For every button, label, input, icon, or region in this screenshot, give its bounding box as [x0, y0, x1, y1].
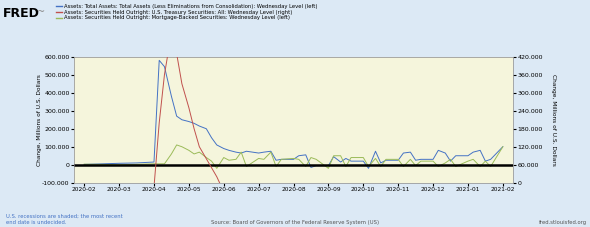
Text: Source: Board of Governors of the Federal Reserve System (US): Source: Board of Governors of the Federa… — [211, 220, 379, 225]
Text: FRED: FRED — [3, 7, 40, 20]
Text: fred.stlouisfed.org: fred.stlouisfed.org — [539, 220, 587, 225]
Text: U.S. recessions are shaded; the most recent
end date is undecided.: U.S. recessions are shaded; the most rec… — [6, 214, 123, 225]
Y-axis label: Change, Millions of U.S. Dollars: Change, Millions of U.S. Dollars — [551, 74, 556, 166]
Y-axis label: Change, Millions of U.S. Dollars: Change, Millions of U.S. Dollars — [37, 74, 42, 166]
Legend: Assets: Total Assets: Total Assets (Less Eliminations from Consolidation): Wedne: Assets: Total Assets: Total Assets (Less… — [55, 4, 317, 20]
Text: ~: ~ — [37, 7, 45, 17]
